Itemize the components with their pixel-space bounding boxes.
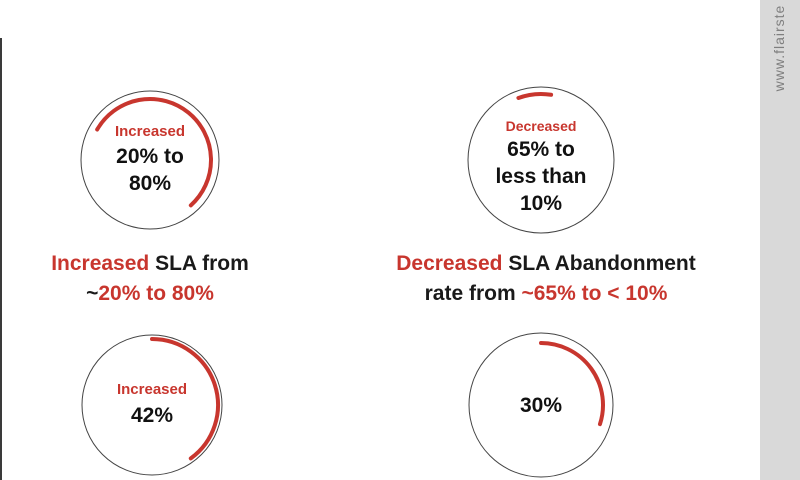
gauge-progress-arc (539, 341, 605, 427)
caption-line-2: rate from ~65% to < 10% (360, 279, 732, 309)
gauge-value-line: 10% (519, 191, 563, 215)
caption-highlight: Increased (51, 252, 150, 275)
caption-highlight: 20% to 80% (98, 282, 214, 305)
caption-highlight: Decreased (396, 252, 503, 275)
gauge-progress-arc (150, 337, 220, 461)
gauge-label: Decreased (505, 117, 577, 134)
gauge-progress-arc (95, 97, 213, 208)
gauge-value-line: 20% to (116, 145, 184, 168)
gauge-label: Increased (116, 381, 188, 398)
gauge-progress-arc (516, 92, 554, 100)
gauge-increase-42: Increased 42% (81, 334, 223, 476)
gauge-30: 30% (467, 332, 615, 478)
gauge-abandonment-decrease: Decreased 65% to less than 10% (467, 86, 615, 234)
gauge-value-line: 80% (128, 172, 172, 195)
left-divider (0, 38, 2, 480)
gauge-value-line: less than (495, 164, 587, 188)
caption-text: SLA from (149, 252, 249, 275)
gauge-ring (80, 90, 220, 230)
caption-line-2: ~20% to 80% (20, 279, 280, 309)
gauge-ring (467, 86, 615, 234)
gauge-sla-increase: Increased 20% to 80% (80, 90, 220, 230)
gauge-value-line: 30% (519, 393, 563, 417)
caption-text: rate from (424, 282, 522, 305)
caption-text: ~ (86, 282, 99, 305)
caption-line-1: Decreased SLA Abandonment (360, 249, 732, 279)
gauge-label: Increased (114, 123, 186, 140)
gauge-value-line: 65% to (507, 137, 575, 161)
caption-abandonment: Decreased SLA Abandonment rate from ~65%… (360, 249, 732, 309)
side-strip (760, 0, 800, 480)
gauge-ring (468, 332, 614, 478)
gauge-ring (81, 334, 223, 476)
caption-sla: Increased SLA from ~20% to 80% (20, 249, 280, 309)
caption-text: SLA Abandonment (502, 252, 696, 275)
caption-line-1: Increased SLA from (20, 249, 280, 279)
gauge-value-line: 42% (130, 404, 174, 427)
caption-highlight: ~65% to < 10% (521, 282, 668, 305)
watermark-text: www.flairste (771, 4, 787, 92)
